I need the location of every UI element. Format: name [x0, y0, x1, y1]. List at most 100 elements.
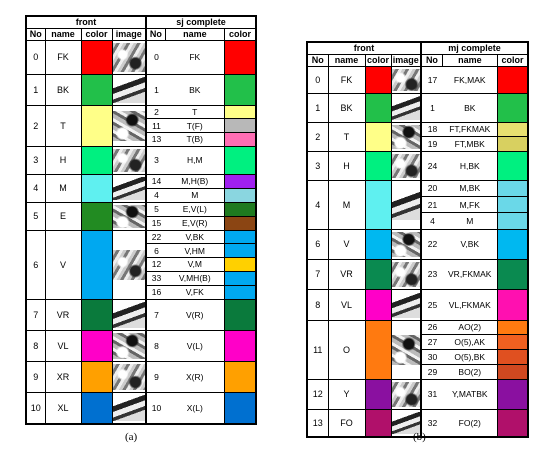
sub-color-swatch	[223, 243, 255, 259]
column-header: name	[164, 27, 225, 41]
sub-color-swatch	[223, 331, 255, 360]
complete-cell: 22 V,BK	[420, 228, 529, 260]
column-header: color	[80, 27, 113, 41]
sub-color-swatch	[496, 290, 527, 319]
sub-row: 21 M,FK	[422, 196, 527, 214]
sub-color-swatch	[223, 188, 255, 201]
sub-no: 8	[154, 340, 159, 351]
table-row: 4 M 20 M,BK 21 M,FK 4 M	[306, 179, 529, 230]
sub-row: 16 V,FK	[147, 285, 255, 298]
sub-name: V,M	[166, 257, 224, 272]
column-header: No	[145, 27, 166, 41]
sub-name: V,HM	[166, 243, 224, 259]
panel_b-table: front mj complete No name color image No name co…	[306, 41, 529, 438]
sub-no: 12	[147, 257, 166, 272]
texture-patch	[392, 381, 419, 407]
texture-image	[390, 408, 422, 437]
row-name: XL	[44, 391, 82, 424]
row-no: 10	[25, 391, 46, 424]
sub-no: 7	[154, 309, 159, 320]
sub-no: 33	[147, 271, 166, 286]
table-row: 9 XR 9 X(R)	[25, 360, 257, 393]
texture-image	[111, 173, 147, 203]
sub-name: M,H(B)	[166, 175, 224, 189]
color-swatch	[80, 39, 113, 75]
sub-no: 3	[154, 155, 159, 165]
column-header: name	[44, 27, 82, 41]
texture-patch	[113, 204, 144, 228]
sub-no: 24	[427, 160, 438, 171]
table-row: 7 VR 23 VR,FKMAK	[306, 258, 529, 290]
color-swatch	[80, 201, 113, 231]
sub-no: 4	[430, 215, 435, 226]
sub-row: 31 Y,MATBK	[422, 380, 527, 408]
sub-row: 0 FK	[147, 41, 255, 73]
sub-name: AO(2)	[443, 321, 497, 336]
sub-color-swatch	[496, 136, 527, 150]
sub-no: 9	[154, 371, 159, 382]
texture-patch	[113, 394, 144, 421]
sub-no: 25	[427, 299, 438, 310]
sub-color-swatch	[223, 300, 255, 329]
texture-image	[111, 104, 147, 147]
sub-row: 1 BK	[147, 75, 255, 104]
sub-name: V,BK	[460, 239, 480, 249]
table-row: 0 FK 0 FK	[25, 39, 257, 75]
texture-patch	[113, 42, 144, 72]
row-no: 4	[25, 173, 46, 203]
complete-cell: 24 H,BK	[420, 150, 529, 181]
sub-color-swatch	[496, 196, 527, 214]
texture-patch	[392, 189, 419, 220]
row-no: 1	[25, 73, 46, 106]
sub-row: 33 V,MH(B)	[147, 271, 255, 286]
sub-name: O(5),AK	[443, 334, 497, 350]
table-row: 8 VL 25 VL,FKMAK	[306, 288, 529, 321]
sub-no: 19	[427, 138, 438, 149]
sub-row: 24 H,BK	[422, 152, 527, 179]
sub-row: 19 FT,MBK	[422, 136, 527, 150]
texture-image	[390, 150, 422, 181]
texture-patch	[113, 110, 144, 141]
sub-color-swatch	[496, 349, 527, 365]
table-row: 8 VL 8 V(L)	[25, 329, 257, 362]
row-name: FO	[327, 408, 366, 437]
complete-cell: 14 M,H(B) 4 M	[145, 173, 257, 203]
color-swatch	[364, 258, 392, 290]
row-name: FK	[44, 39, 82, 75]
panel-a: front sj complete No name color image No name co…	[25, 15, 257, 425]
texture-image	[390, 92, 422, 123]
row-name: BK	[327, 92, 366, 123]
row-name: M	[327, 179, 366, 230]
sub-name: M	[191, 190, 199, 200]
sub-no: 10	[151, 402, 162, 413]
texture-image	[111, 329, 147, 362]
column-header: No	[306, 53, 329, 67]
table-row: 12 Y 31 Y,MATBK	[306, 378, 529, 410]
complete-cell: 23 VR,FKMAK	[420, 258, 529, 290]
texture-patch	[392, 261, 419, 287]
sub-row: 18 FT,FKMAK	[422, 123, 527, 137]
texture-image	[111, 298, 147, 331]
row-no: 0	[25, 39, 46, 75]
sub-row: 27 O(5),AK	[422, 334, 527, 350]
table-row: 0 FK 17 FK,MAK	[306, 65, 529, 94]
color-swatch	[364, 179, 392, 230]
texture-patch	[392, 68, 419, 91]
table-row: 3 H 24 H,BK	[306, 150, 529, 181]
sub-no: 2	[147, 106, 166, 120]
color-swatch	[364, 378, 392, 410]
texture-patch	[113, 148, 144, 172]
row-name: V	[44, 229, 82, 300]
texture-image	[111, 145, 147, 175]
texture-patch	[113, 176, 144, 200]
table-row: 10 XL 10 X(L)	[25, 391, 257, 424]
table-row: 13 FO 32 FO(2)	[306, 408, 529, 437]
texture-patch	[392, 231, 419, 257]
color-swatch	[364, 319, 392, 380]
sub-row: 10 X(L)	[147, 392, 255, 423]
sub-name: V,BK	[166, 231, 224, 245]
sub-color-swatch	[223, 41, 255, 73]
caption-b: (b)	[413, 431, 426, 443]
sub-color-swatch	[223, 132, 255, 145]
complete-cell: 26 AO(2) 27 O(5),AK 30 O(5),BK 29 BO(2)	[420, 319, 529, 380]
